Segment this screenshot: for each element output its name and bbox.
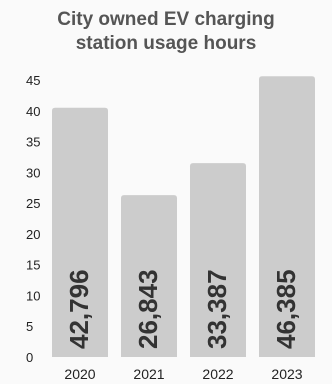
bar-2023 — [259, 76, 315, 357]
y-tick-label: 15 — [26, 258, 40, 273]
x-tick-label: 2020 — [64, 366, 95, 382]
bar-data-label: 26,843 — [133, 269, 163, 349]
bar-2021 — [121, 195, 177, 357]
y-tick-label: 5 — [26, 319, 33, 334]
chart-title-line-1: City owned EV charging — [57, 9, 275, 30]
chart-title-line-2: station usage hours — [75, 33, 257, 54]
bar-data-label: 42,796 — [64, 269, 94, 349]
x-tick-label: 2022 — [202, 366, 233, 382]
chart-title: City owned EV charging station usage hou… — [0, 8, 332, 56]
y-tick-label: 40 — [26, 104, 40, 119]
bar-data-label: 33,387 — [202, 269, 232, 349]
y-tick-label: 0 — [26, 350, 33, 365]
y-tick-label: 10 — [26, 288, 40, 303]
y-tick-label: 30 — [26, 165, 40, 180]
x-tick-label: 2021 — [133, 366, 164, 382]
bar-data-label: 46,385 — [271, 269, 301, 349]
y-tick-label: 20 — [26, 227, 40, 242]
bar-2020 — [52, 107, 108, 357]
x-tick-label: 2023 — [271, 366, 302, 382]
y-tick-label: 35 — [26, 135, 40, 150]
bar-2022 — [190, 163, 246, 357]
y-tick-label: 45 — [26, 73, 40, 88]
y-tick-label: 25 — [26, 196, 40, 211]
